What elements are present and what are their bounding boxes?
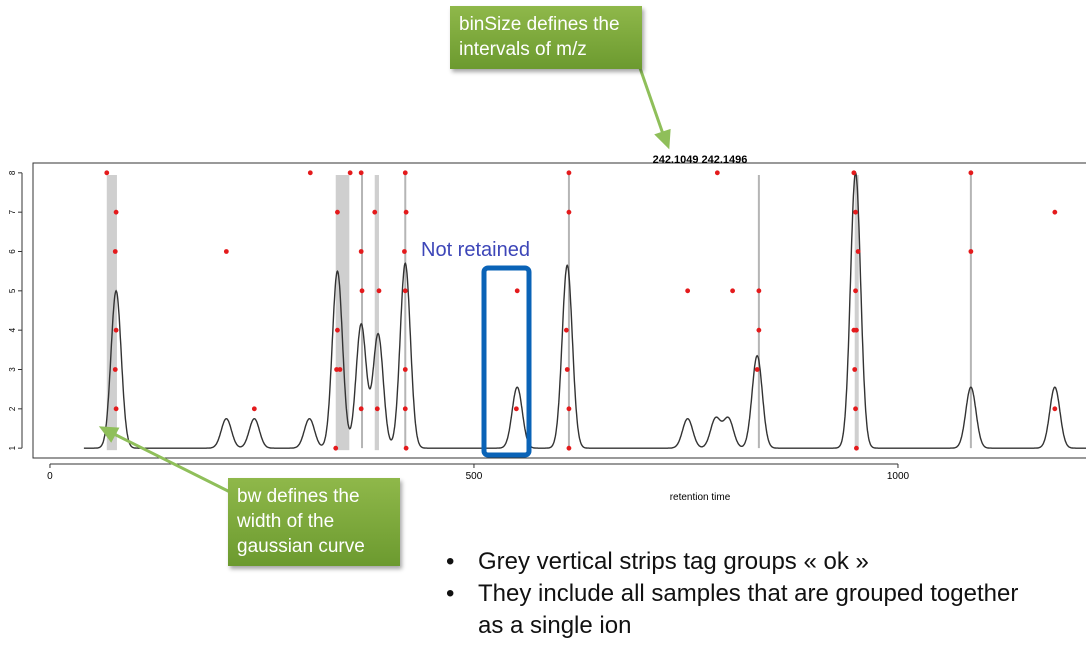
sample-point xyxy=(347,170,353,176)
sample-point xyxy=(756,327,762,333)
bullet-item: • They include all samples that are group… xyxy=(446,578,1038,642)
sample-point xyxy=(566,406,572,412)
sample-point xyxy=(854,327,859,333)
sample-point xyxy=(112,367,118,372)
sample-point xyxy=(113,327,119,333)
sample-point xyxy=(337,367,343,372)
bullet-marker: • xyxy=(446,580,455,607)
y-tick-label: 7 xyxy=(8,209,17,214)
sample-point xyxy=(112,249,118,254)
y-axis: 1 2 3 4 5 6 7 8 xyxy=(8,170,23,450)
sample-point xyxy=(851,170,857,176)
bullet-text: They include all samples that are groupe… xyxy=(478,580,1019,639)
sample-point xyxy=(403,209,409,215)
group-strip xyxy=(374,175,379,451)
sample-point xyxy=(756,288,762,294)
sample-point xyxy=(730,288,735,294)
sample-point xyxy=(968,170,974,176)
sample-point xyxy=(335,209,340,215)
not-retained-highlight xyxy=(481,265,532,458)
y-tick-label: 3 xyxy=(8,367,17,372)
density-curve xyxy=(83,171,1086,449)
sample-point xyxy=(685,288,691,294)
chart-title: 242.1049 242.1496 xyxy=(653,154,748,166)
y-tick-label: 2 xyxy=(8,406,17,411)
bw-callout: bw defines the width of the gaussian cur… xyxy=(228,478,400,566)
sample-point xyxy=(514,288,520,294)
y-tick-label: 1 xyxy=(8,445,17,450)
bullet-list: • Grey vertical strips tag groups « ok » … xyxy=(446,546,1038,642)
sample-point xyxy=(376,288,382,294)
sample-point xyxy=(968,249,974,254)
x-axis: 0 500 1000 xyxy=(47,463,910,482)
sample-point xyxy=(334,367,339,372)
sample-point xyxy=(853,288,858,294)
sample-point xyxy=(513,406,519,412)
sample-point xyxy=(402,367,408,372)
sample-point xyxy=(402,288,408,294)
sample-point xyxy=(403,445,409,451)
y-tick-label: 6 xyxy=(8,249,17,254)
sample-point xyxy=(566,170,572,176)
group-lines xyxy=(361,175,972,449)
group-strip xyxy=(106,175,117,451)
sample-point xyxy=(854,445,859,451)
bullet-text: Grey vertical strips tag groups « ok » xyxy=(478,548,869,575)
sample-point xyxy=(251,406,257,412)
not-retained-label: Not retained xyxy=(421,239,530,261)
x-tick-label: 0 xyxy=(47,471,53,482)
sample-point xyxy=(1052,406,1058,412)
sample-point xyxy=(358,170,364,176)
sample-point xyxy=(566,209,572,215)
sample-point xyxy=(333,445,339,451)
plot-frame xyxy=(32,162,1086,459)
binsize-callout: binSize defines the intervals of m/z xyxy=(450,6,642,69)
sample-point xyxy=(113,406,119,412)
sample-point xyxy=(358,406,364,412)
sample-point xyxy=(104,170,110,176)
sample-point xyxy=(563,327,569,333)
sample-point xyxy=(714,170,720,176)
sample-point xyxy=(307,170,313,176)
sample-point xyxy=(359,288,365,294)
sample-point xyxy=(113,209,119,215)
sample-point xyxy=(372,209,378,215)
sample-point xyxy=(564,367,570,372)
binsize-arrow xyxy=(638,67,671,150)
sample-point xyxy=(1052,209,1058,215)
y-tick-label: 5 xyxy=(8,288,17,293)
sample-point xyxy=(754,367,760,372)
sample-point xyxy=(402,170,408,176)
x-axis-label: retention time xyxy=(670,492,731,503)
bullet-marker: • xyxy=(446,548,455,575)
group-strip xyxy=(854,175,859,451)
sample-point xyxy=(402,249,407,254)
sample-point xyxy=(402,406,408,412)
group-strips xyxy=(106,175,859,451)
sample-point xyxy=(335,327,340,333)
y-tick-label: 8 xyxy=(8,170,17,175)
sample-point xyxy=(853,209,858,215)
sample-points xyxy=(104,170,1058,451)
sample-point xyxy=(374,406,380,412)
sample-point xyxy=(852,367,858,372)
y-tick-label: 4 xyxy=(8,327,17,332)
sample-point xyxy=(855,249,861,254)
sample-point xyxy=(853,406,858,412)
bw-arrow xyxy=(98,426,231,494)
group-strip xyxy=(335,175,350,451)
bullet-item: • Grey vertical strips tag groups « ok » xyxy=(446,546,1038,578)
x-tick-label: 1000 xyxy=(887,471,910,482)
sample-point xyxy=(223,249,229,254)
sample-point xyxy=(566,445,572,451)
sample-point xyxy=(358,249,364,254)
x-tick-label: 500 xyxy=(466,471,483,482)
